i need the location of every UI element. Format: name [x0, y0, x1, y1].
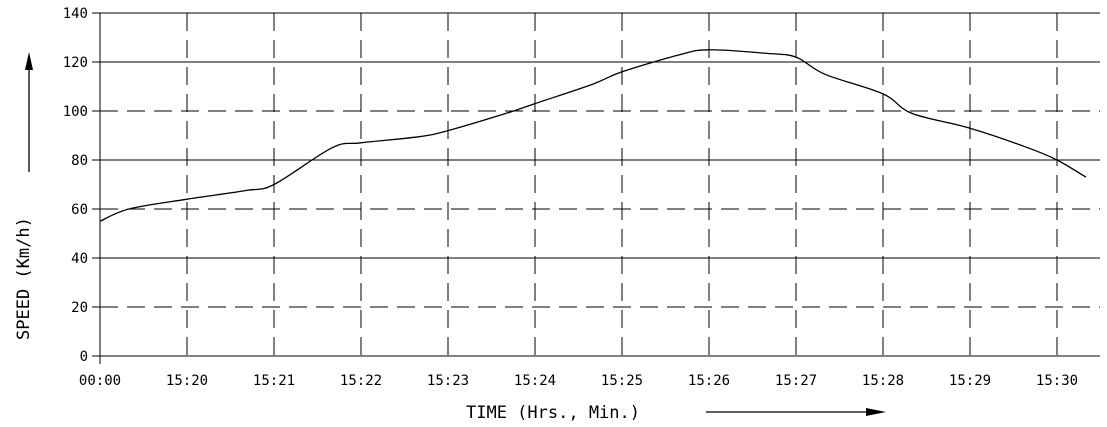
y-axis-title: SPEED (Km/h): [14, 217, 34, 340]
x-axis-title: TIME (Hrs., Min.): [466, 403, 640, 423]
y-tick-label-40: 40: [71, 251, 88, 267]
y-tick-label-80: 80: [71, 153, 88, 169]
x-tick-label-6: 15:25: [601, 373, 643, 389]
x-tick-label-9: 15:28: [862, 373, 904, 389]
x-tick-label-3: 15:22: [340, 373, 382, 389]
y-tick-label-100: 100: [63, 104, 88, 120]
x-tick-label-11: 15:30: [1036, 373, 1078, 389]
tick-labels: 0 20 40 60 80 100 120 140 00:00 15:20 15:21 15:22 15…: [63, 6, 1078, 389]
x-axis-arrowhead: [866, 408, 886, 416]
y-tick-label-140: 140: [63, 6, 88, 22]
y-tick-label-120: 120: [63, 55, 88, 71]
x-tick-label-5: 15:24: [514, 373, 556, 389]
grid: [92, 13, 1100, 364]
y-tick-label-60: 60: [71, 202, 88, 218]
x-tick-label-4: 15:23: [427, 373, 469, 389]
x-tick-label-10: 15:29: [949, 373, 991, 389]
y-axis-arrowhead: [25, 52, 33, 70]
speed-series-line: [100, 50, 1086, 222]
x-tick-label-7: 15:26: [688, 373, 730, 389]
x-tick-label-1: 15:20: [166, 373, 208, 389]
x-tick-label-2: 15:21: [253, 373, 295, 389]
x-tick-label-0: 00:00: [79, 373, 121, 389]
x-tick-label-8: 15:27: [775, 373, 817, 389]
y-tick-label-0: 0: [80, 349, 88, 365]
y-tick-label-20: 20: [71, 300, 88, 316]
